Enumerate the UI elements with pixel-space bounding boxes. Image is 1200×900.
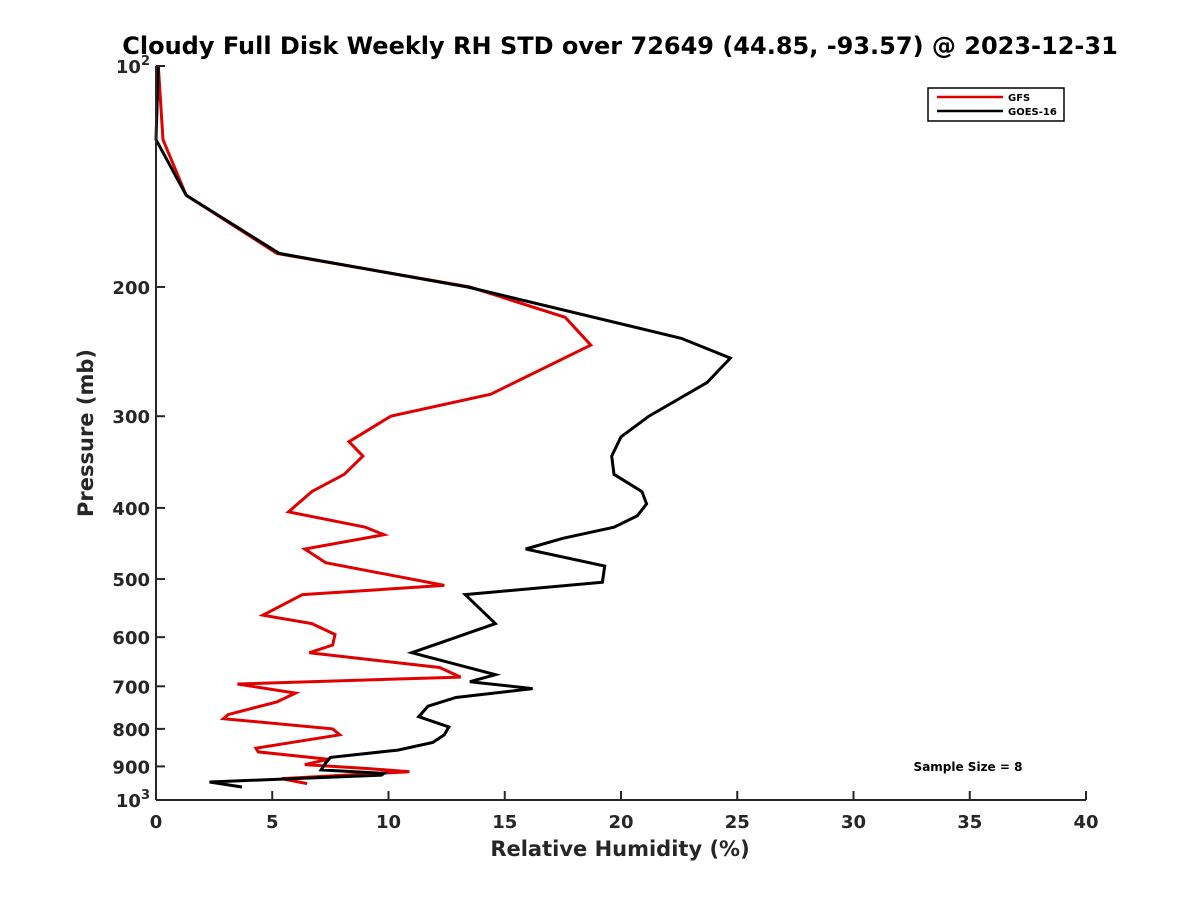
legend-label-goes16: GOES-16 [1008, 107, 1057, 118]
x-axis-label: Relative Humidity (%) [490, 837, 749, 861]
y-tick-label: 700 [112, 677, 150, 698]
y-tick-label: 500 [112, 570, 150, 591]
series-layer [154, 65, 733, 789]
x-tick-label: 25 [725, 812, 750, 833]
y-tick-labels: 102 200 300 400 500 600 700 800 900 103 [112, 54, 150, 812]
y-tick-label: 600 [112, 628, 150, 649]
legend-box [927, 87, 1065, 122]
legend-label-gfs: GFS [1008, 93, 1030, 104]
y-tick-label: 102 [116, 54, 150, 78]
x-tick-label: 35 [957, 812, 982, 833]
y-tick-label: 900 [112, 757, 150, 778]
series-line-goes16 [154, 65, 733, 789]
x-tick-label: 15 [492, 812, 517, 833]
sample-size-annotation: Sample Size = 8 [914, 760, 1023, 774]
x-tick-label: 10 [376, 812, 401, 833]
y-tick-label: 300 [112, 407, 150, 428]
x-tick-label: 30 [841, 812, 866, 833]
y-tick-label: 400 [112, 499, 150, 520]
legend: GFS GOES-16 [927, 87, 1065, 122]
axes [155, 65, 1087, 801]
chart-title: Cloudy Full Disk Weekly RH STD over 7264… [122, 32, 1118, 60]
y-tick-label: 800 [112, 720, 150, 741]
x-tick-label: 40 [1073, 812, 1098, 833]
x-tick-label: 5 [266, 812, 279, 833]
x-tick-labels: 0 5 10 15 20 25 30 35 40 [150, 812, 1099, 833]
y-tick-label: 200 [112, 278, 150, 299]
y-tick-label: 103 [116, 788, 150, 812]
series-line-gfs [156, 65, 594, 786]
x-tick-label: 20 [608, 812, 633, 833]
x-tick-label: 0 [150, 812, 163, 833]
y-axis-label: Pressure (mb) [74, 349, 98, 517]
